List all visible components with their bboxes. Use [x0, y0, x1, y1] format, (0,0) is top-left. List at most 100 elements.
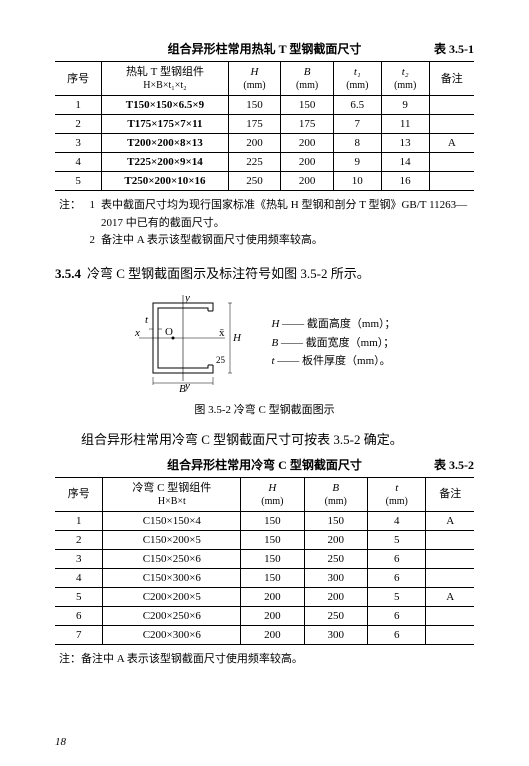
table-cell: A: [429, 134, 474, 153]
th2-seq: 序号: [55, 477, 103, 511]
table-row: 1T150×150×6.5×91501506.59: [55, 96, 474, 115]
table-cell: 300: [304, 569, 367, 588]
table-cell: C150×200×5: [103, 531, 241, 550]
th2-t: t (mm): [367, 477, 426, 511]
table-cell: 7: [333, 115, 381, 134]
table-cell: A: [426, 588, 474, 607]
table-cell: 11: [381, 115, 429, 134]
table-cell: 200: [241, 588, 304, 607]
table-cell: 5: [55, 172, 102, 191]
table-cell: C150×250×6: [103, 550, 241, 569]
table-cell: 150: [281, 96, 334, 115]
page-number: 18: [55, 736, 66, 748]
table-cell: 5: [367, 588, 426, 607]
table-cell: 14: [381, 153, 429, 172]
table-cell: 200: [228, 134, 281, 153]
figure-352-caption: 图 3.5-2 冷弯 C 型钢截面图示: [55, 401, 474, 417]
paragraph-352: 组合异形柱常用冷弯 C 型钢截面尺寸可按表 3.5-2 确定。: [55, 429, 474, 448]
th2-spec: 冷弯 C 型钢组件 H×B×t: [103, 477, 241, 511]
table-row: 5C200×200×52002005A: [55, 588, 474, 607]
table-cell: C150×300×6: [103, 569, 241, 588]
figure-legend: H —— 截面高度（mm）； B —— 截面宽度（mm）； t —— 板件厚度（…: [271, 315, 395, 371]
th-B: B (mm): [281, 62, 334, 96]
table-row: 7C200×300×62003006: [55, 626, 474, 645]
table-cell: T150×150×6.5×9: [102, 96, 229, 115]
th2-B: B (mm): [304, 477, 367, 511]
table2-notes: 注： 备注中 A 表示该型钢截面尺寸使用频率较高。: [55, 651, 474, 669]
table-cell: 4: [367, 512, 426, 531]
table-cell: 10: [333, 172, 381, 191]
svg-text:t: t: [145, 314, 149, 326]
note1-row1: 注： 1 表中截面尺寸均为现行国家标准《热轧 H 型钢和剖分 T 型钢》GB/T…: [59, 197, 474, 232]
table-cell: 2: [55, 531, 103, 550]
table-row: 5T250×200×10×162502001016: [55, 172, 474, 191]
table-cell: 200: [304, 531, 367, 550]
table-cell: 150: [228, 96, 281, 115]
table-cell: 1: [55, 96, 102, 115]
table-cell: [426, 569, 474, 588]
table1-label: 表 3.5-1: [434, 40, 474, 57]
table-cell: 6: [55, 607, 103, 626]
table-cell: 175: [228, 115, 281, 134]
table-cell: 6.5: [333, 96, 381, 115]
table-cell: C150×150×4: [103, 512, 241, 531]
svg-text:B: B: [179, 383, 186, 393]
table-cell: 300: [304, 626, 367, 645]
table-row: 4T225×200×9×14225200914: [55, 153, 474, 172]
th-seq: 序号: [55, 62, 102, 96]
table-row: 2T175×175×7×11175175711: [55, 115, 474, 134]
th-spec: 热轧 T 型钢组件 H×B×t₁×t₂: [102, 62, 229, 96]
table-cell: 13: [381, 134, 429, 153]
table-cell: 250: [304, 550, 367, 569]
table-cell: T200×200×8×13: [102, 134, 229, 153]
table-cell: 200: [241, 626, 304, 645]
th-remark: 备注: [429, 62, 474, 96]
th-H: H (mm): [228, 62, 281, 96]
th2-remark: 备注: [426, 477, 474, 511]
section-354: 3.5.4冷弯 C 型钢截面图示及标注符号如图 3.5-2 所示。: [55, 264, 474, 285]
table-row: 1C150×150×41501504A: [55, 512, 474, 531]
table2-label: 表 3.5-2: [434, 456, 474, 473]
table-row: 4C150×300×61503006: [55, 569, 474, 588]
table-row: 2C150×200×51502005: [55, 531, 474, 550]
svg-text:25: 25: [216, 355, 226, 365]
table-cell: [426, 550, 474, 569]
svg-text:H: H: [232, 332, 242, 344]
svg-text:x: x: [134, 327, 140, 339]
table-cell: [429, 153, 474, 172]
table-cell: 3: [55, 550, 103, 569]
table-cell: [429, 115, 474, 134]
table-cell: 4: [55, 569, 103, 588]
table-cell: 1: [55, 512, 103, 531]
table-cell: C200×300×6: [103, 626, 241, 645]
table-cell: 6: [367, 607, 426, 626]
table-cell: 7: [55, 626, 103, 645]
table-cell: 200: [304, 588, 367, 607]
table-cell: 200: [281, 153, 334, 172]
table-cell: [426, 626, 474, 645]
table-cell: C200×200×5: [103, 588, 241, 607]
table-cell: [426, 531, 474, 550]
table-cell: 250: [228, 172, 281, 191]
table-cell: 5: [55, 588, 103, 607]
table2-title: 组合异形柱常用冷弯 C 型钢截面尺寸: [167, 456, 362, 473]
table-cell: 6: [367, 626, 426, 645]
figure-352-block: y y x x̄ O t H 25: [55, 293, 474, 393]
th2-H: H (mm): [241, 477, 304, 511]
table-cell: A: [426, 512, 474, 531]
table-cell: C200×250×6: [103, 607, 241, 626]
table1-header-row: 序号 热轧 T 型钢组件 H×B×t₁×t₂ H (mm) B (mm) t₁ …: [55, 62, 474, 96]
table1-title: 组合异形柱常用热轧 T 型钢截面尺寸: [168, 40, 362, 57]
table-cell: 200: [241, 607, 304, 626]
svg-text:O: O: [165, 326, 173, 338]
svg-text:y: y: [184, 293, 190, 304]
table-cell: 200: [281, 172, 334, 191]
th-t2: t₂ (mm): [381, 62, 429, 96]
table-cell: 225: [228, 153, 281, 172]
table-cell: 150: [241, 550, 304, 569]
table2: 序号 冷弯 C 型钢组件 H×B×t H (mm) B (mm) t (mm): [55, 477, 474, 645]
table-row: 6C200×250×62002506: [55, 607, 474, 626]
table1-notes: 注： 1 表中截面尺寸均为现行国家标准《热轧 H 型钢和剖分 T 型钢》GB/T…: [55, 197, 474, 250]
note1-row2: 注： 2 备注中 A 表示该型截钢面尺寸使用频率较高。: [59, 232, 474, 250]
table-cell: 2: [55, 115, 102, 134]
